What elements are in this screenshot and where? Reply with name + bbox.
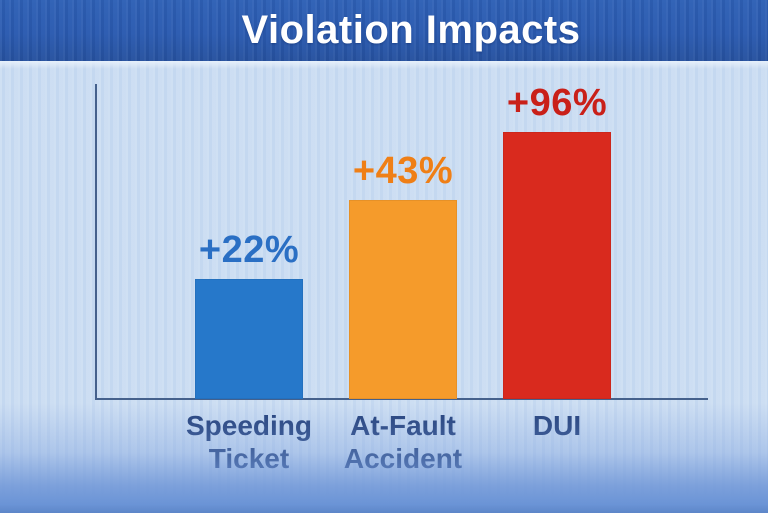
bar-at-fault-accident — [349, 200, 457, 399]
x-axis-line — [95, 398, 708, 400]
header-highlight-strip — [0, 61, 768, 69]
x-tick-label-at-fault-accident: At-Fault Accident — [343, 410, 463, 474]
y-axis-line — [95, 84, 97, 400]
bar-value-label-dui: +96% — [506, 82, 608, 124]
header-banner: Violation Impacts — [0, 0, 768, 61]
bar-speeding-ticket — [195, 279, 303, 399]
x-tick-label-dui: DUI — [532, 410, 582, 441]
bar-value-label-speeding-ticket: +22% — [198, 229, 300, 271]
chart-title: Violation Impacts — [241, 8, 581, 52]
bar-value-label-at-fault-accident: +43% — [352, 150, 454, 192]
bar-dui — [503, 132, 611, 399]
x-tick-label-speeding-ticket: Speeding Ticket — [185, 410, 312, 474]
